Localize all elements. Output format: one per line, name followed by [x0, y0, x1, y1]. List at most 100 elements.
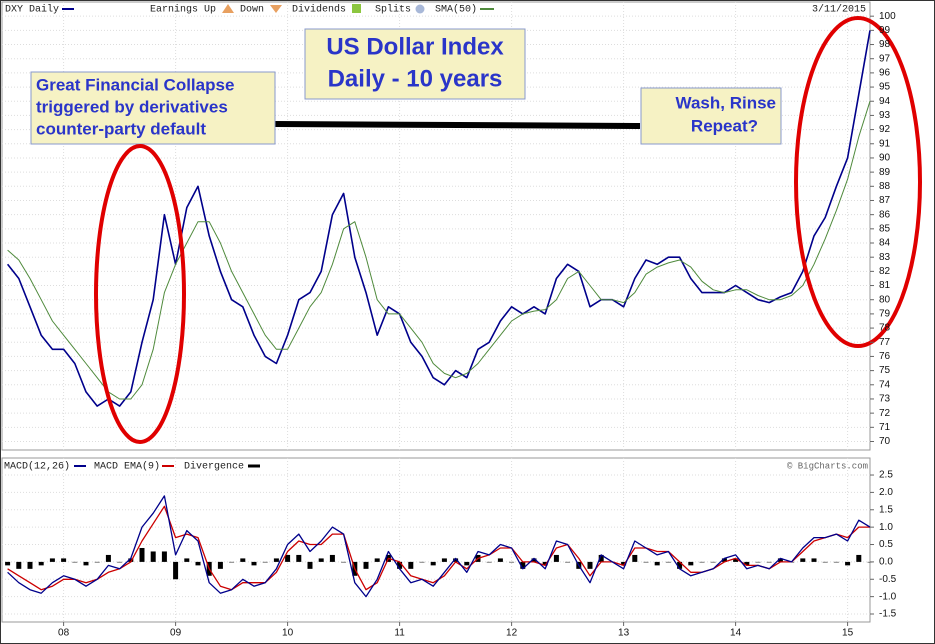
- y-tick-label: 71: [879, 422, 891, 433]
- legend-label: Earnings Up: [150, 4, 216, 16]
- annotation: triggered by derivatives: [36, 97, 228, 116]
- divergence-bar: [464, 561, 470, 566]
- divergence-bar: [509, 561, 515, 563]
- divergence-bar: [184, 558, 190, 562]
- divergence-bar: [296, 554, 302, 562]
- x-tick-label: 09: [170, 628, 182, 639]
- x-tick-label: 12: [506, 628, 518, 639]
- divergence-bar: [150, 551, 156, 562]
- y-tick-label: 2.5: [879, 470, 893, 481]
- chart-title: US Dollar Index: [326, 33, 504, 60]
- x-tick-label: 14: [730, 628, 742, 639]
- annotation: Wash, Rinse: [676, 93, 776, 112]
- x-tick-label: 08: [58, 628, 70, 639]
- y-tick-label: 91: [879, 138, 891, 149]
- legend-label: Down: [240, 5, 264, 16]
- legend-label: SMA(50): [435, 4, 477, 16]
- divergence-bar: [531, 558, 537, 562]
- divergence-bar: [49, 558, 55, 562]
- divergence-bar: [173, 561, 179, 580]
- divergence-bar: [273, 558, 279, 562]
- divergence-bar: [822, 561, 828, 563]
- y-tick-label: -1.0: [879, 591, 897, 602]
- legend-icon: [222, 4, 234, 13]
- y-tick-label: 0.0: [879, 557, 893, 568]
- divergence-bar: [565, 561, 571, 563]
- date-label: 3/11/2015: [812, 4, 866, 16]
- x-tick-label: 13: [618, 628, 630, 639]
- y-tick-label: 81: [879, 280, 891, 291]
- y-tick-label: -0.5: [879, 574, 897, 585]
- divergence-bar: [329, 554, 335, 562]
- x-tick-label: 11: [394, 628, 405, 639]
- y-tick-label: 95: [879, 82, 891, 93]
- annotation: Repeat?: [691, 116, 758, 135]
- divergence-bar: [677, 561, 683, 569]
- divergence-bar: [755, 561, 761, 563]
- divergence-bar: [800, 558, 806, 562]
- y-tick-label: 73: [879, 394, 891, 405]
- divergence-bar: [621, 561, 627, 566]
- y-tick-label: 100: [879, 11, 896, 22]
- y-tick-label: 87: [879, 195, 891, 206]
- y-tick-label: 96: [879, 68, 891, 79]
- divergence-bar: [598, 554, 604, 562]
- legend-label: Splits: [375, 4, 411, 16]
- divergence-bar: [441, 558, 447, 562]
- y-tick-label: 79: [879, 309, 891, 320]
- y-tick-label: 85: [879, 223, 891, 234]
- y-tick-label: 2.0: [879, 487, 893, 498]
- divergence-bar: [251, 561, 257, 566]
- series-line: [6, 30, 871, 407]
- divergence-bar: [542, 561, 548, 566]
- divergence-bar: [777, 558, 783, 562]
- divergence-bar: [856, 554, 862, 562]
- y-tick-label: 94: [879, 96, 891, 107]
- y-tick-label: 78: [879, 323, 891, 334]
- legend-label: MACD(12,26): [4, 461, 70, 473]
- divergence-bar: [240, 558, 246, 562]
- annotation: counter-party default: [36, 119, 206, 138]
- y-tick-label: 1.5: [879, 504, 893, 515]
- y-tick-label: 98: [879, 39, 891, 50]
- divergence-bar: [453, 558, 459, 562]
- y-tick-label: 99: [879, 25, 891, 36]
- marks: [5, 30, 873, 598]
- y-tick-label: 82: [879, 266, 891, 277]
- divergence-bar: [845, 561, 851, 566]
- chart-title: Daily - 10 years: [328, 65, 503, 92]
- divergence-bar: [363, 561, 369, 569]
- y-tick-label: 92: [879, 124, 891, 135]
- y-tick-label: 74: [879, 379, 891, 390]
- divergence-bar: [195, 561, 201, 566]
- divergence-bar: [419, 561, 425, 563]
- highlight-ellipse: [794, 16, 922, 348]
- series-line: [7, 101, 871, 400]
- y-tick-label: 89: [879, 167, 891, 178]
- legend-icon: [415, 4, 425, 14]
- divergence-bar: [497, 558, 503, 562]
- divergence-bar: [430, 561, 436, 566]
- divergence-bar: [654, 561, 660, 566]
- divergence-bar: [397, 561, 403, 569]
- divergence-bar: [486, 561, 492, 563]
- divergence-bar: [643, 561, 649, 563]
- y-tick-label: 88: [879, 181, 891, 192]
- y-tick-label: 86: [879, 209, 891, 220]
- annotation-box: [30, 71, 276, 145]
- divergence-bar: [27, 561, 33, 569]
- divergence-bar: [61, 558, 67, 562]
- divergence-bar: [744, 561, 750, 566]
- legend-label: Divergence: [184, 461, 244, 473]
- arrow-line: [274, 121, 641, 129]
- legend-label: MACD EMA(9): [94, 461, 160, 473]
- divergence-bar: [632, 554, 638, 562]
- divergence-bar: [5, 561, 11, 566]
- divergence-bar: [699, 561, 705, 563]
- divergence-bar: [161, 551, 167, 562]
- y-tick-label: 93: [879, 110, 891, 121]
- title-box: [304, 28, 526, 100]
- divergence-bar: [721, 558, 727, 562]
- divergence-bar: [318, 558, 324, 562]
